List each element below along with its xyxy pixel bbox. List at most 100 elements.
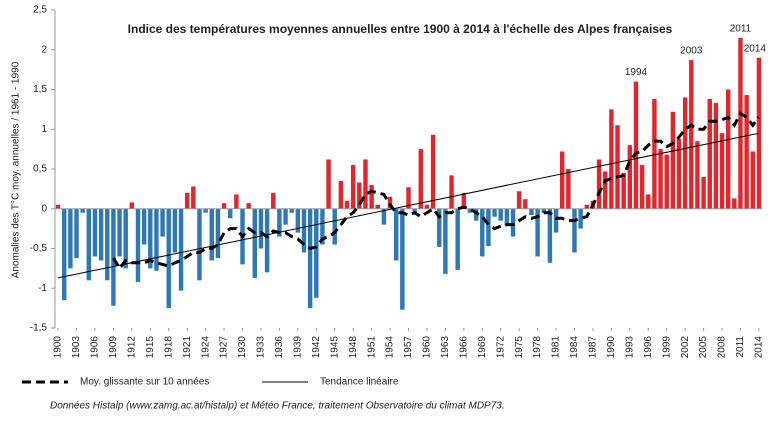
- y-tick-label: 0: [41, 203, 47, 214]
- bar: [393, 208, 399, 261]
- bar: [627, 145, 633, 209]
- bar: [246, 203, 251, 209]
- bar: [375, 204, 380, 209]
- x-tick-label: 1981: [551, 336, 562, 359]
- bar: [68, 208, 73, 269]
- bar: [572, 208, 577, 253]
- bar: [646, 194, 651, 209]
- bar: [633, 81, 639, 209]
- bar: [301, 208, 307, 253]
- bar: [215, 208, 221, 259]
- bar: [369, 184, 374, 209]
- annotation: 2014: [744, 43, 767, 54]
- x-tick-label: 1900: [53, 336, 64, 359]
- bar: [412, 208, 417, 213]
- y-tick-label: 1,5: [33, 84, 47, 95]
- bar: [701, 176, 706, 209]
- bar: [117, 208, 122, 257]
- bar: [473, 208, 479, 221]
- bar: [172, 208, 178, 253]
- x-tick-label: 1933: [256, 336, 267, 359]
- x-tick-label: 1996: [643, 336, 654, 359]
- x-tick-label: 1978: [532, 336, 543, 359]
- bar: [406, 187, 411, 209]
- bar: [615, 125, 620, 209]
- bar: [523, 199, 528, 209]
- trend-line: [57, 132, 760, 279]
- bar: [578, 208, 583, 229]
- x-tick-label: 1951: [366, 336, 377, 359]
- bar: [86, 208, 92, 281]
- bar: [713, 103, 719, 209]
- bar: [510, 208, 516, 237]
- bar: [92, 208, 98, 257]
- bar: [750, 151, 755, 209]
- annotation: 2003: [680, 46, 703, 57]
- bar: [725, 89, 731, 209]
- y-tick-label: 1: [41, 124, 47, 135]
- source: Données Histalp (www.zamg.ac.at/histalp)…: [50, 401, 505, 412]
- bar: [553, 208, 559, 233]
- x-tick-label: 1999: [661, 336, 672, 359]
- bar: [492, 208, 497, 217]
- bar: [566, 169, 571, 209]
- x-tick-label: 1927: [219, 336, 230, 359]
- bar: [357, 182, 362, 209]
- x-tick-label: 1954: [385, 336, 396, 359]
- x-tick-label: 1924: [200, 336, 211, 359]
- bar: [203, 208, 208, 213]
- bar: [664, 154, 669, 209]
- bar: [400, 208, 405, 310]
- y-axis-label: Anomalies des T°C moy. annuelles / 1961 …: [11, 61, 22, 278]
- x-tick-label: 1936: [274, 336, 285, 359]
- bar: [166, 208, 171, 309]
- bar: [430, 134, 436, 209]
- bar: [443, 208, 448, 274]
- bar: [744, 95, 749, 209]
- y-tick-label: -0,5: [30, 243, 48, 254]
- x-tick-label: 1948: [348, 336, 359, 359]
- y-tick-label: 0,5: [33, 164, 47, 175]
- bar: [516, 191, 522, 209]
- bar: [498, 208, 503, 221]
- bar: [326, 159, 331, 209]
- bar: [80, 208, 85, 213]
- bar: [154, 208, 159, 271]
- x-tick-label: 1972: [495, 336, 506, 359]
- bar: [689, 60, 694, 209]
- bar: [111, 208, 116, 306]
- bar: [148, 208, 153, 269]
- bar: [480, 208, 485, 257]
- bar: [732, 198, 737, 209]
- bar: [418, 149, 424, 209]
- x-tick-label: 1939: [292, 336, 303, 359]
- bar: [719, 133, 725, 209]
- x-tick-label: 1957: [403, 336, 414, 359]
- x-tick-label: 1990: [606, 336, 617, 359]
- bar: [264, 208, 270, 273]
- legend-label: Moy. glissante sur 10 années: [80, 377, 209, 388]
- x-tick-label: 1963: [440, 336, 451, 359]
- x-tick-label: 1984: [569, 336, 580, 359]
- annotation: 1994: [625, 67, 648, 78]
- bar: [486, 208, 491, 247]
- x-tick-label: 1930: [237, 336, 248, 359]
- bar: [621, 172, 626, 209]
- bar: [547, 208, 553, 263]
- bar: [289, 208, 294, 213]
- bar: [320, 208, 325, 245]
- bar: [55, 204, 61, 209]
- bar: [609, 109, 614, 209]
- bar: [381, 208, 387, 225]
- chart-title: Indice des températures moyennes annuell…: [128, 22, 673, 36]
- bar: [295, 208, 301, 233]
- bar: [738, 37, 743, 209]
- x-tick-label: 1945: [329, 336, 340, 359]
- x-tick-label: 1969: [477, 336, 488, 359]
- bar: [695, 141, 700, 209]
- y-tick-label: 2: [41, 44, 47, 55]
- bar: [455, 208, 460, 270]
- bar: [449, 175, 454, 209]
- bar: [603, 171, 608, 209]
- bar: [221, 203, 227, 209]
